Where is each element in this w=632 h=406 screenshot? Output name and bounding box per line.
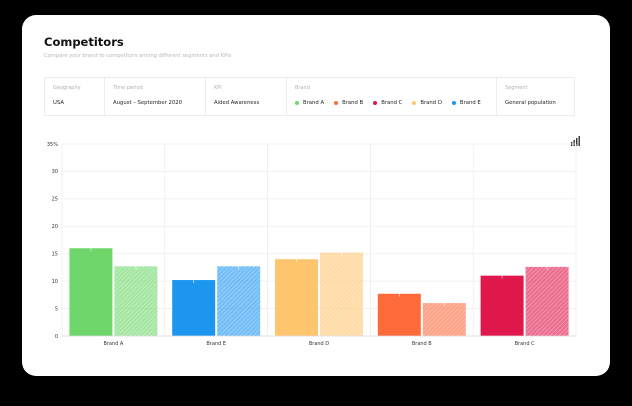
bar-hatch xyxy=(320,252,363,336)
bar xyxy=(480,275,524,336)
time-period-value: August – September 2020 xyxy=(113,100,182,106)
time-period-label: Time period xyxy=(113,85,143,91)
bar xyxy=(275,259,318,336)
brand-chip-e[interactable]: Brand E xyxy=(451,100,481,106)
y-tick-label: 35% xyxy=(47,142,58,148)
y-tick-label: 25 xyxy=(52,197,58,203)
kpi-filter[interactable]: KPI Aided Awareness xyxy=(206,78,287,115)
page-subtitle: Compare your brand to competitors among … xyxy=(44,53,232,59)
bar-hatch xyxy=(525,266,569,336)
segment-filter[interactable]: Segment General population xyxy=(497,78,574,115)
bar xyxy=(69,248,113,336)
bar-chart: 0 5 10 15 20 25 30 35% Brand A Brand E Brand D Bran… xyxy=(47,142,577,347)
bar xyxy=(172,280,216,336)
brand-list: Brand A Brand B Brand C Brand D Brand E xyxy=(295,100,496,106)
brand-a-dot xyxy=(295,101,299,105)
y-tick-label: 10 xyxy=(52,279,58,285)
y-tick-label: 5 xyxy=(55,306,58,312)
y-tick-label: 15 xyxy=(52,252,58,258)
brand-chip-c[interactable]: Brand C xyxy=(373,100,402,106)
y-tick-label: 20 xyxy=(52,224,58,230)
x-tick-label: Brand B xyxy=(412,341,432,347)
brand-c-name: Brand C xyxy=(381,100,403,106)
geography-value: USA xyxy=(53,100,64,106)
brand-d-name: Brand D xyxy=(420,100,442,106)
bar-hatch xyxy=(114,266,158,336)
brand-b-name: Brand B xyxy=(342,100,364,106)
competitors-card: Competitors Compare your brand to compet… xyxy=(22,15,610,376)
filter-bar: Geography USA Time period August – Septe… xyxy=(44,77,575,116)
page-title: Competitors xyxy=(44,35,124,49)
brand-label: Brand xyxy=(295,85,310,91)
brand-chip-a[interactable]: Brand A xyxy=(295,100,324,106)
brand-chip-d[interactable]: Brand D xyxy=(412,100,442,106)
brand-c-dot xyxy=(373,101,378,105)
x-tick-label: Brand C xyxy=(515,341,535,347)
brand-filter[interactable]: Brand Brand A Brand B Brand C Brand D Br… xyxy=(287,78,497,115)
bar-hatch xyxy=(217,266,261,336)
geography-filter[interactable]: Geography USA xyxy=(45,78,105,115)
y-tick-label: 30 xyxy=(52,169,58,175)
x-tick-label: Brand A xyxy=(103,341,123,347)
bar xyxy=(377,293,421,336)
kpi-value: Aided Awareness xyxy=(214,100,260,106)
brand-e-dot xyxy=(451,101,456,105)
geography-label: Geography xyxy=(53,85,81,91)
x-tick-label: Brand D xyxy=(309,341,329,347)
brand-e-name: Brand E xyxy=(459,100,481,106)
brand-d-dot xyxy=(412,101,417,105)
brand-a-name: Brand A xyxy=(303,100,325,106)
segment-label: Segment xyxy=(505,85,528,91)
kpi-label: KPI xyxy=(214,85,222,91)
segment-value: General population xyxy=(505,100,556,106)
bar-hatch xyxy=(422,303,466,336)
brand-chip-b[interactable]: Brand B xyxy=(334,100,363,106)
brand-b-dot xyxy=(334,101,339,105)
y-tick-label: 0 xyxy=(55,334,58,340)
x-tick-label: Brand E xyxy=(206,341,226,347)
time-period-filter[interactable]: Time period August – September 2020 xyxy=(105,78,206,115)
